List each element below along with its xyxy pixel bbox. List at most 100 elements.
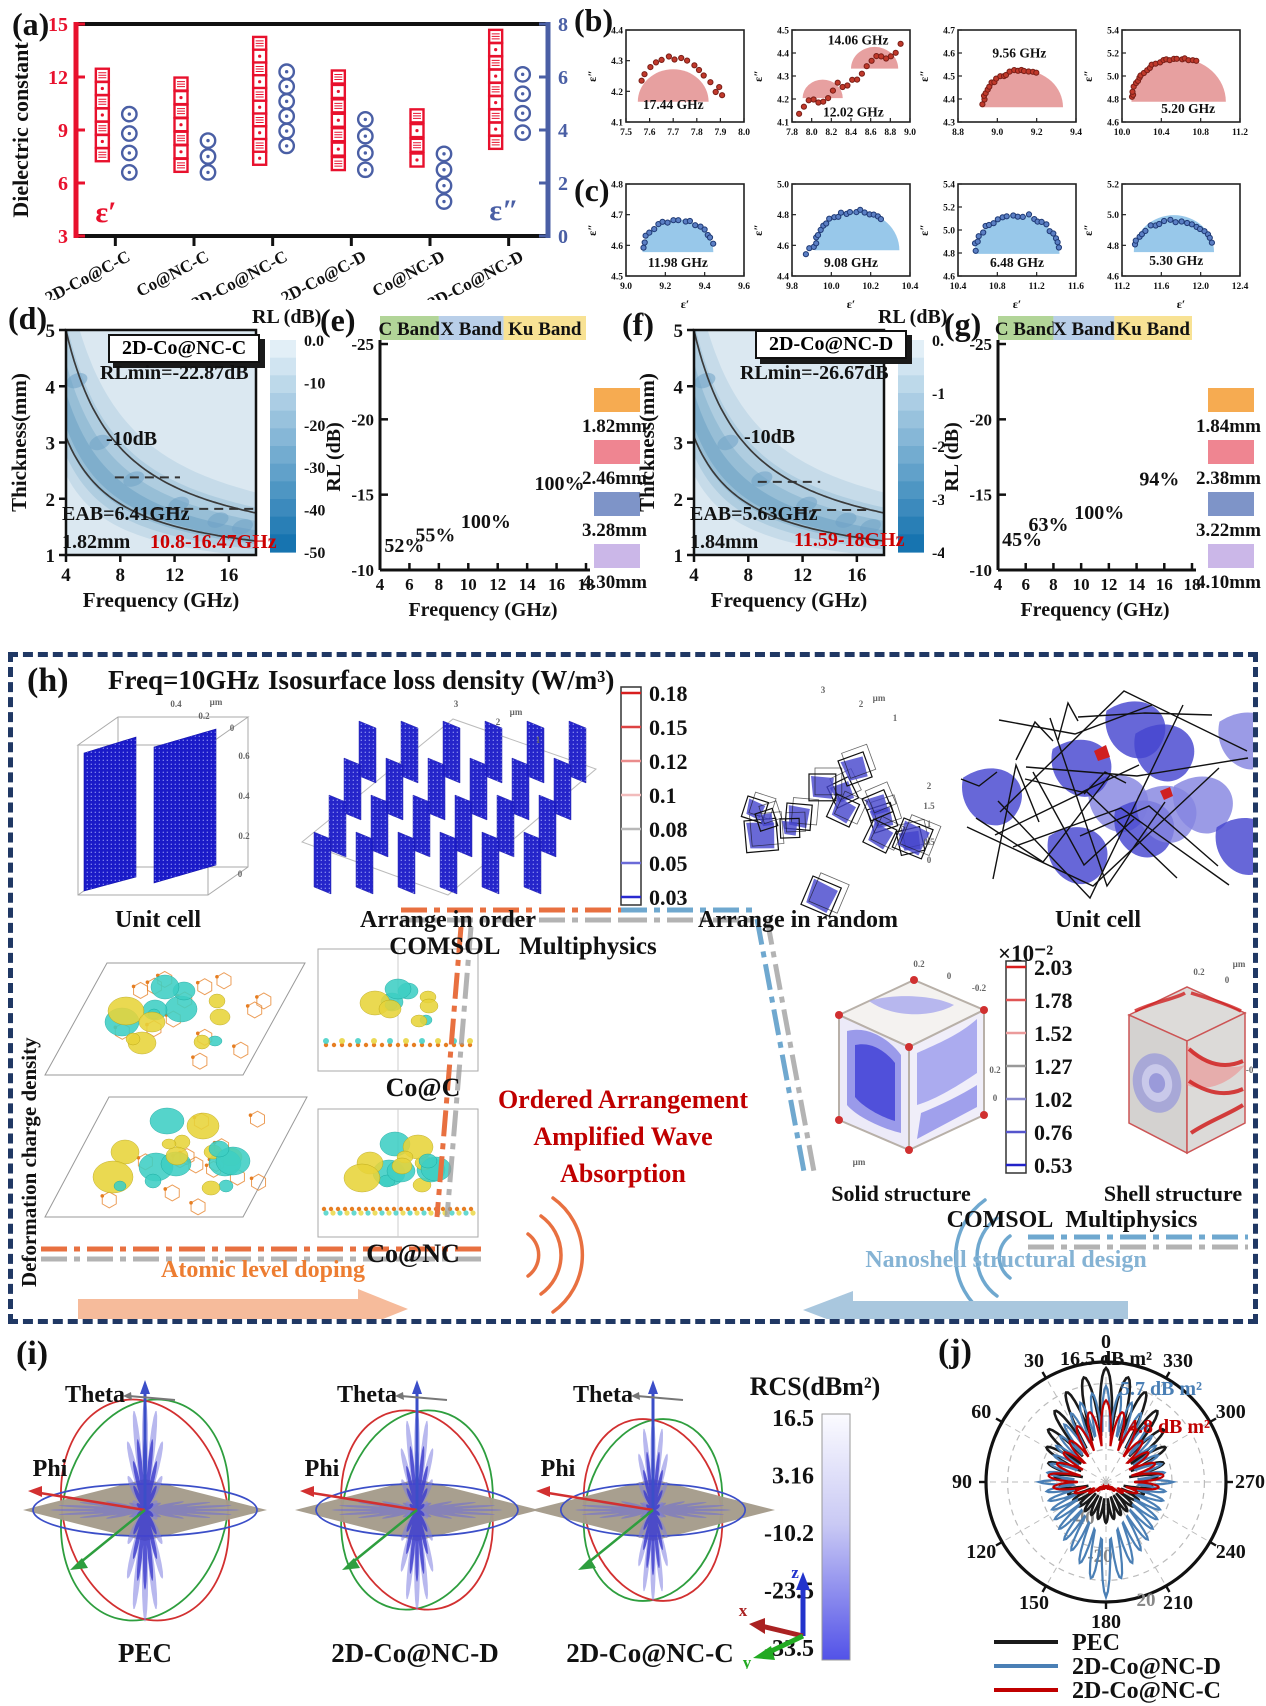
y-axis-title: RL (dB) [323,422,345,491]
rl-contour-nc-c: 1 2 3 4 5 4 8 12 16 Thickness(mm) Frequency (GHz) 0… [7,300,348,657]
thickness-annotation: 1.82mm [62,531,131,553]
chain-atom [335,1206,341,1212]
x-tick-label: 10.2 [862,282,879,292]
axis-unit: µm [873,693,886,703]
z-arrowhead [796,1572,810,1590]
chain-atom [323,1042,329,1048]
chain-atom [426,1206,432,1212]
band-strip [438,316,504,340]
marker-dot [494,127,498,131]
colorbar-cell [898,393,924,412]
random-cube [862,815,906,854]
band-label: X Band [440,319,502,340]
rcs-svg: Theta Phi [23,1380,267,1622]
legend-label-2D-Co@NC-D: 2D-Co@NC-D [1072,1654,1221,1680]
band-label: Ku Band [508,319,582,340]
polar-annotation-ncd: 5.7 dB m² [1119,1378,1203,1400]
legend-swatch [1208,492,1254,516]
freq-label: 14.06 GHz [828,33,889,48]
wireframe-line [1083,771,1127,795]
polar-angle-label: 330 [1163,1350,1193,1372]
x-tick-label: 18 [1184,575,1201,594]
y-tick-label: 4.8 [1107,242,1119,252]
wireframe-line [1049,717,1166,888]
theta-cut-green [582,1418,724,1602]
wireframe-line [1025,757,1249,777]
eps-dprime-axis: ε″ [751,70,765,82]
y-tick-label: 4.1 [777,119,789,129]
comsol-word: COMSOL [389,933,501,960]
random-cube [754,800,783,832]
chain-atom [331,1042,337,1048]
data-point [837,209,845,216]
legend-swatch [1208,440,1254,464]
data-point [834,79,841,86]
charge-blob [201,1180,221,1196]
ordered-plane [511,757,530,821]
deformation-axis-title: Deformation charge density [17,1037,41,1287]
marker-dot [363,151,368,155]
x-tick-label: 8 [744,565,754,586]
y-arrowhead [753,1646,775,1660]
eps-dprime-axis: ε″ [1081,70,1095,82]
x-tick-label: 16 [847,565,866,586]
wire-box [76,716,250,896]
y-tick-label: 4 [46,377,56,398]
eps-prime-axis: ε′ [681,297,690,311]
marker-dot [258,80,262,84]
legend-label: 2.38mm [1196,468,1261,489]
thickness-annotation: 1.84mm [690,531,759,553]
data-point [1014,213,1021,220]
cube-face-fill [868,821,894,850]
honeycomb [190,1198,206,1216]
data-point [700,72,707,79]
chain-blob [456,1210,462,1216]
cube-face-fill [746,798,766,820]
cole-row-svg: 4.5 4.6 4.7 4.8 9.0 9.2 9.4 9.6 ε″ ε′ 11.98 GHz 4.4… [585,181,1249,312]
data-point [1172,219,1179,226]
theta-label: Theta [65,1382,125,1408]
x-tick-label: 12.0 [1192,282,1209,292]
contour-band [694,392,884,541]
cube-wire [808,773,837,802]
dark-spot [207,512,229,528]
data-point [810,96,817,103]
data-point [858,70,865,77]
x-tick-label: 10.4 [902,282,919,292]
cube-wire [891,817,934,860]
rcs-caption-nc-c: 2D-Co@NC-C [566,1638,734,1668]
charge-blob [161,1138,177,1150]
x-tick-label: 9.2 [659,282,671,292]
data-point [826,215,833,222]
ordered-plane [568,720,587,784]
cube-wire [825,793,861,828]
panel-h-label: (h) [27,662,69,699]
eps-dprime-marker [356,111,374,128]
cube-wire-back [833,790,869,825]
y-tick-label: 4.4 [943,96,955,106]
colorbar-tick: 0.0 [304,333,324,350]
chain-blob [323,1210,329,1216]
chain-blob [449,1210,455,1216]
chain-blob [463,1210,469,1216]
chain-blob [365,1210,371,1216]
honeycomb [251,1173,267,1191]
eps-dprime-marker [514,104,532,122]
cole-semicircle [814,211,900,251]
polar-radial-label: -20 [1087,1546,1112,1567]
y-tick-label: 4.7 [611,211,623,221]
colorbar-cell [270,357,296,376]
data-point [692,222,699,229]
x-tick-label: 11.2 [1232,128,1248,138]
marker-stripes [491,59,500,66]
coverage-label: 45% [1002,529,1042,551]
charge-blob [419,998,439,1014]
axis-tick-3d: 2 [496,717,501,727]
chain-atom [377,1206,383,1212]
freq-label: 17.44 GHz [643,97,704,112]
y-tick-label: -15 [351,486,374,505]
x-tick-label: 7.9 [714,128,726,138]
blue-ribbon [1136,785,1197,843]
chain-atom [405,1206,411,1212]
y-tick-label: -15 [969,486,992,505]
